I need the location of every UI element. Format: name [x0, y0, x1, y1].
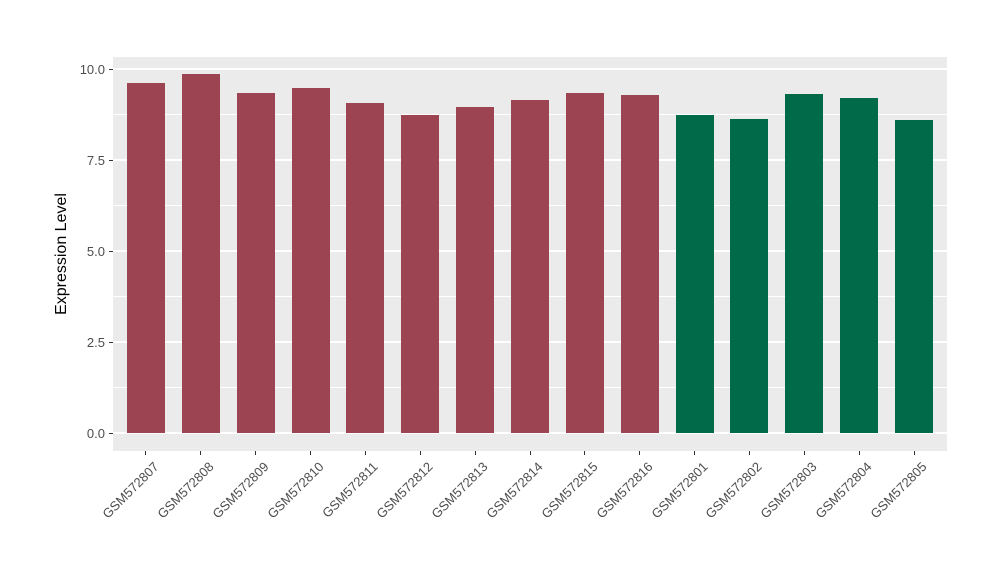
x-tick: [310, 451, 312, 455]
x-tick: [419, 451, 421, 455]
bar-GSM572811: [346, 103, 385, 434]
bar-GSM572807: [126, 83, 165, 434]
x-tick-label: GSM572802: [702, 459, 766, 522]
x-tick: [474, 451, 476, 455]
x-tick-label: GSM572811: [319, 459, 382, 521]
y-tick-label: 0.0: [86, 426, 105, 442]
y-tick: [109, 251, 113, 253]
x-tick-label: GSM572809: [209, 459, 272, 522]
gridline-major: [113, 68, 947, 71]
x-tick-label: GSM572807: [99, 459, 162, 522]
y-tick: [109, 69, 113, 71]
bar-GSM572810: [291, 87, 330, 434]
bar-GSM572808: [181, 74, 220, 434]
y-tick-label: 7.5: [86, 153, 105, 169]
y-tick-label: 10.0: [79, 62, 105, 78]
bar-GSM572815: [565, 93, 604, 434]
x-tick-label: GSM572805: [867, 459, 930, 522]
x-tick: [255, 451, 257, 455]
x-tick: [694, 451, 696, 455]
x-tick: [145, 451, 147, 455]
bar-GSM572814: [511, 99, 549, 434]
x-tick-label: GSM572803: [757, 459, 820, 522]
x-tick: [803, 451, 805, 455]
y-tick-label: 5.0: [86, 244, 105, 260]
bar-GSM572802: [730, 118, 769, 434]
x-tick: [200, 451, 202, 455]
bar-GSM572809: [236, 93, 275, 434]
x-tick: [913, 451, 915, 455]
bar-GSM572813: [456, 106, 495, 434]
x-tick: [748, 451, 750, 455]
gridline-major: [113, 432, 947, 435]
x-tick: [584, 451, 586, 455]
y-tick: [109, 342, 113, 344]
bar-GSM572804: [840, 97, 879, 434]
x-tick-label: GSM572815: [538, 459, 601, 522]
x-tick-label: GSM572812: [373, 459, 436, 522]
x-tick-label: GSM572801: [647, 459, 711, 522]
bar-GSM572803: [785, 93, 824, 434]
x-tick-label: GSM572804: [812, 459, 875, 522]
x-tick: [639, 451, 641, 455]
bar-GSM572805: [895, 119, 934, 434]
bar-GSM572816: [620, 94, 659, 434]
y-tick: [109, 160, 113, 162]
y-tick: [109, 433, 113, 435]
bar-GSM572801: [675, 114, 714, 434]
y-tick-label: 2.5: [86, 335, 105, 351]
x-tick-label: GSM572814: [483, 459, 546, 522]
bar-GSM572812: [401, 114, 440, 434]
plot-panel: [113, 57, 947, 451]
x-tick: [858, 451, 860, 455]
x-tick-label: GSM572808: [154, 459, 217, 522]
x-tick: [364, 451, 366, 455]
x-tick-label: GSM572810: [263, 459, 327, 522]
x-tick-label: GSM572816: [593, 459, 656, 522]
x-tick: [529, 451, 531, 455]
x-tick-label: GSM572813: [428, 459, 491, 522]
